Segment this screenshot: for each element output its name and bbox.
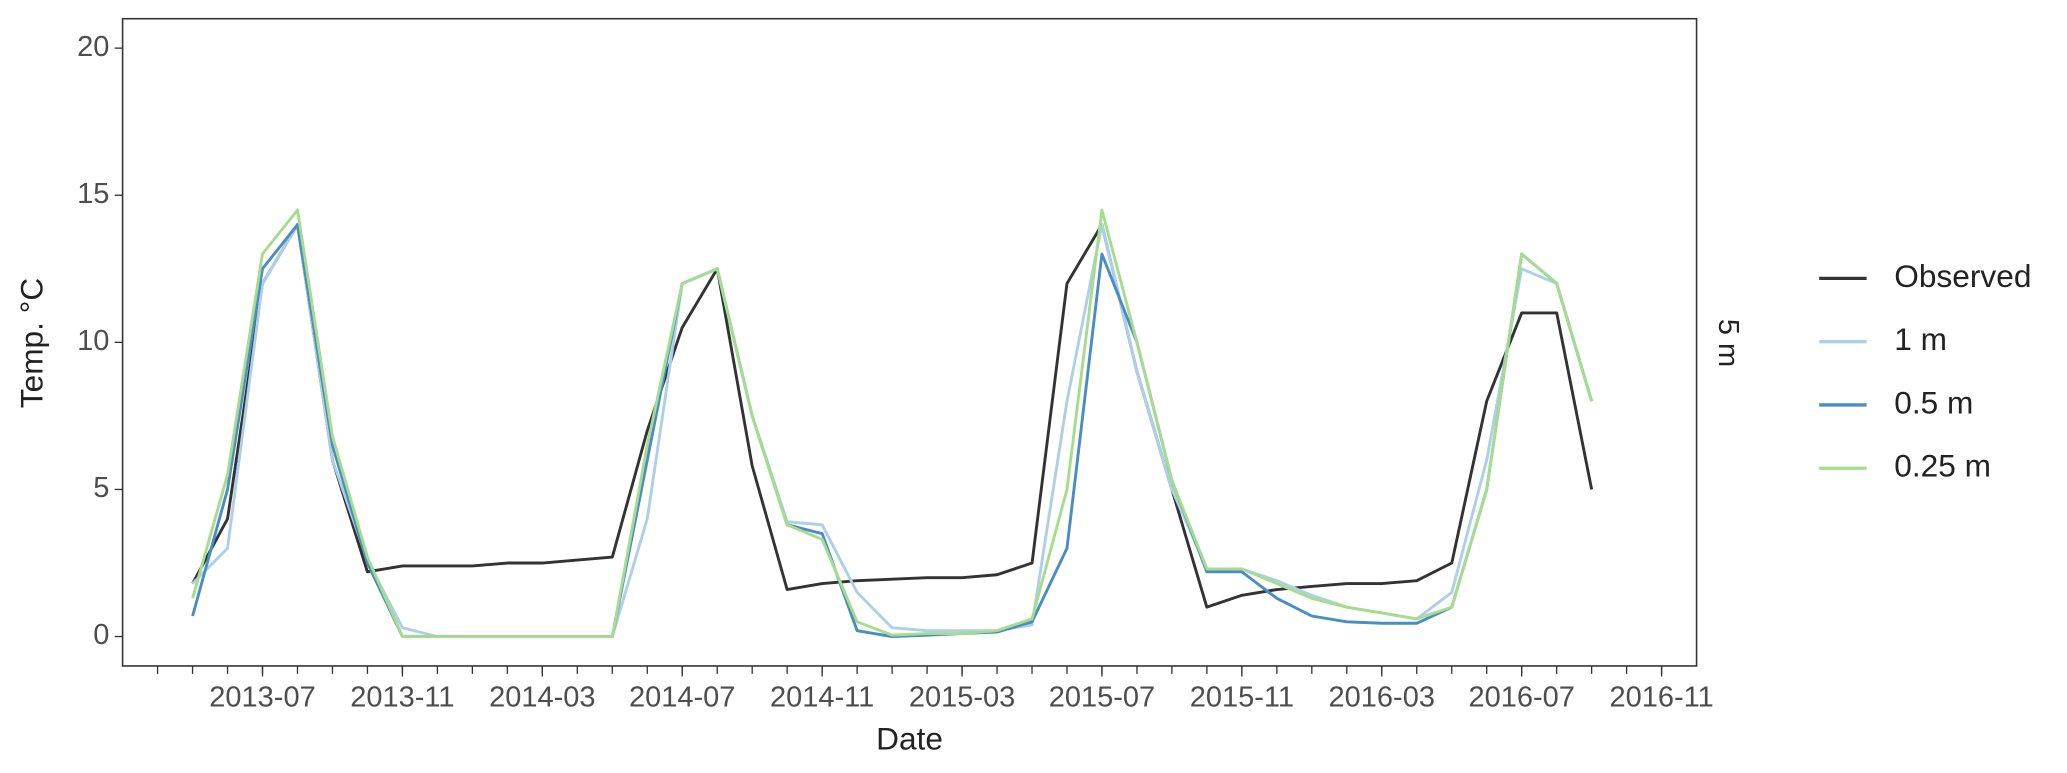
y-tick-label: 20 <box>77 31 109 63</box>
x-tick-label: 2013-07 <box>209 682 315 714</box>
y-tick-label: 0 <box>93 619 109 651</box>
y-axis-label: Temp. °C <box>14 278 50 408</box>
x-tick-label: 2015-07 <box>1049 682 1155 714</box>
x-tick-label: 2016-07 <box>1468 682 1574 714</box>
x-tick-label: 2016-11 <box>1609 682 1713 714</box>
series-line <box>191 208 1594 639</box>
x-tick-label: 2014-03 <box>489 682 595 714</box>
x-tick-label: 2015-11 <box>1190 682 1294 714</box>
x-tick-label: 2013-11 <box>350 682 454 714</box>
series-line <box>191 223 1594 609</box>
legend-label: Observed <box>1894 258 2031 294</box>
legend-label: 0.25 m <box>1894 448 1991 484</box>
x-axis-label: Date <box>876 720 943 756</box>
y-tick-label: 15 <box>77 178 109 210</box>
legend-label: 0.5 m <box>1894 384 1973 420</box>
y-tick-label: 10 <box>77 325 109 357</box>
series-line <box>191 223 1594 639</box>
x-tick-label: 2015-03 <box>909 682 1015 714</box>
panel-label: 5 m <box>1712 319 1744 367</box>
y-tick-label: 5 <box>93 472 109 504</box>
legend-label: 1 m <box>1894 321 1947 357</box>
x-tick-label: 2014-07 <box>629 682 735 714</box>
x-tick-label: 2014-11 <box>770 682 874 714</box>
plot-frame <box>121 17 1698 667</box>
x-tick-label: 2016-03 <box>1329 682 1435 714</box>
series-line <box>191 223 1594 639</box>
